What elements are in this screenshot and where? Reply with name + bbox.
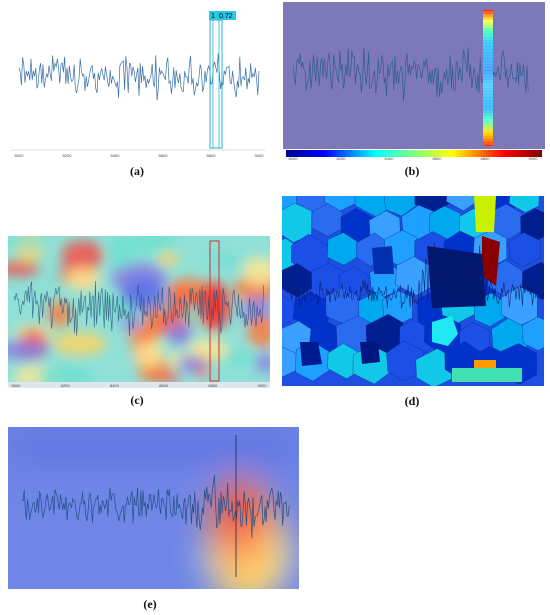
x-tick-label: 8600 [159, 153, 169, 158]
panel-c-plot: 8000 8200 8400 8600 8800 9000 [8, 236, 270, 388]
x-tick-label: 8600 [433, 156, 443, 160]
ecg-signal [13, 280, 264, 337]
saliency-blobs [8, 427, 299, 589]
x-tick-label: 8000 [12, 383, 22, 388]
relevance-strip-texture [483, 11, 493, 145]
axis-strip [8, 382, 270, 388]
x-tick-labels: 8000 8200 8400 8600 8800 9000 [289, 156, 539, 160]
colorbar [286, 150, 542, 157]
caption-a: (a) [130, 164, 144, 178]
x-tick-label: 8800 [208, 383, 218, 388]
ecg-signal [285, 242, 539, 309]
x-tick-label: 8800 [207, 153, 217, 158]
caption-b: (b) [404, 164, 420, 178]
x-tick-label: 8200 [337, 156, 347, 160]
ecg-signal [21, 474, 290, 539]
x-tick-label: 8200 [63, 153, 73, 158]
badge-class: 1 [211, 13, 215, 20]
caption-c: (c) [130, 393, 144, 407]
x-tick-label: 9000 [255, 153, 265, 158]
superpixel-cells [282, 196, 544, 386]
panel-c: 8000 8200 8400 8600 8800 9000 [8, 236, 270, 388]
x-tick-label: 8600 [159, 383, 169, 388]
x-tick-labels: 8000 8200 8400 8600 8800 9000 [12, 383, 268, 388]
x-tick-label: 8400 [111, 153, 121, 158]
x-tick-label: 8800 [481, 156, 491, 160]
panel-d-plot [282, 196, 544, 386]
x-tick-label: 8000 [15, 153, 25, 158]
detection-box [209, 240, 220, 382]
x-tick-label: 8000 [289, 156, 299, 160]
panel-d [282, 196, 544, 386]
panel-b-plot: 8000 8200 8400 8600 8800 9000 [283, 2, 545, 160]
panel-a: 1 0.72 8000 8200 8400 8600 8800 9000 [7, 0, 269, 160]
caption-e: (e) [143, 597, 157, 611]
x-tick-label: 8200 [61, 383, 71, 388]
x-tick-label: 9000 [258, 383, 268, 388]
panel-e-plot [8, 427, 299, 589]
relevance-strip [483, 10, 493, 146]
x-tick-labels: 8000 8200 8400 8600 8800 9000 [15, 153, 265, 158]
x-tick-label: 8400 [110, 383, 120, 388]
caption-d: (d) [404, 394, 420, 408]
confidence-badge [209, 11, 236, 20]
panel-a-plot: 1 0.72 8000 8200 8400 8600 8800 9000 [7, 0, 269, 160]
panel-b: 8000 8200 8400 8600 8800 9000 [283, 2, 545, 160]
panel-e [8, 427, 299, 589]
badge-score: 0.72 [219, 13, 233, 20]
x-tick-label: 8400 [385, 156, 395, 160]
x-tick-label: 9000 [529, 156, 539, 160]
